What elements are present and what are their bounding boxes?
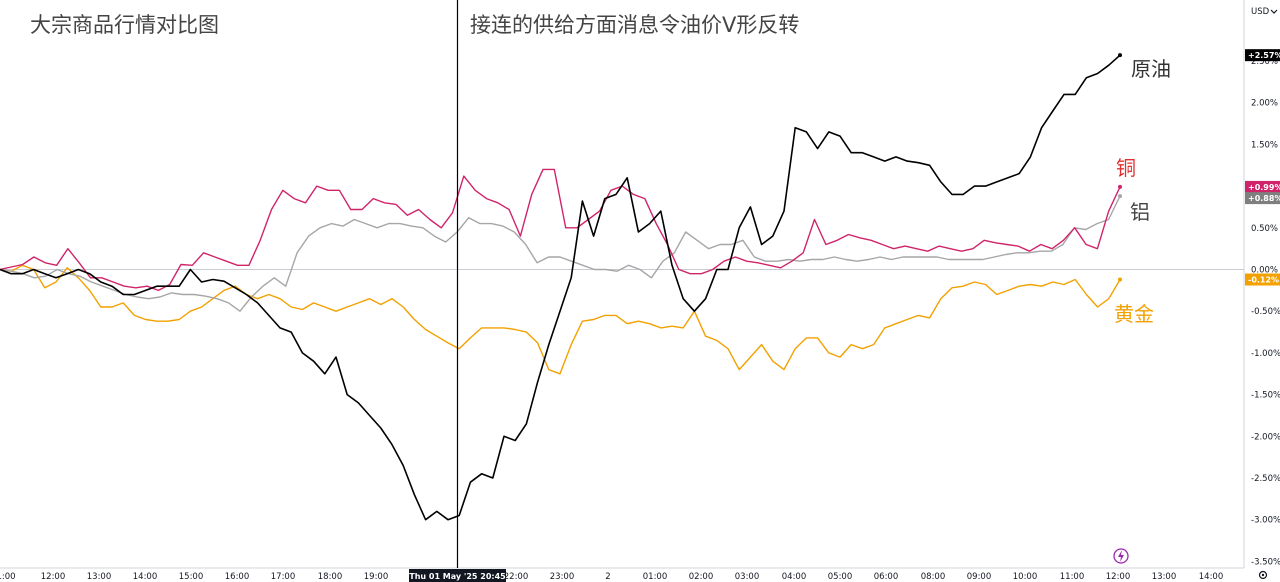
y-tick-label: -3.50% [1251, 557, 1280, 567]
lightning-icon[interactable] [1113, 548, 1129, 564]
x-tick-label: 13:00 [87, 572, 112, 582]
x-tick-label: 03:00 [735, 572, 760, 582]
x-tick-label: 1:00 [0, 572, 16, 582]
y-tick-label: -3.00% [1251, 516, 1280, 526]
x-tick-label: 08:00 [921, 572, 946, 582]
last-value-badge-text: +0.99% [1248, 183, 1280, 192]
series-line-1[interactable] [0, 168, 1121, 292]
last-value-badge-bg [1245, 49, 1280, 62]
y-tick-label: -1.00% [1251, 349, 1280, 359]
last-value-badge-bg [1245, 192, 1280, 205]
x-tick-label: 12:00 [1106, 572, 1131, 582]
series-last-point-2 [1118, 194, 1122, 199]
y-tick-label: -2.00% [1251, 432, 1280, 442]
x-tick-label: 14:00 [133, 572, 158, 582]
x-tick-label: 12:00 [41, 572, 66, 582]
x-tick-label: 10:00 [1013, 572, 1038, 582]
series-label-copper: 铜 [1116, 156, 1136, 180]
series-label-gold: 黄金 [1114, 302, 1154, 326]
y-tick-label: 0.00% [1251, 266, 1278, 276]
x-tick-label: 17:00 [271, 572, 296, 582]
currency-label[interactable]: USD [1251, 7, 1270, 17]
series-layer [0, 53, 1122, 521]
chart-annotation: 接连的供给方面消息令油价V形反转 [470, 13, 799, 37]
series-label-aluminum: 铝 [1130, 200, 1150, 224]
x-tick-label: 23:00 [550, 572, 575, 582]
time-axis[interactable]: 1:00 12:00 13:00 14:00 15:00 16:00 17:00 18:00 1… [0, 572, 1223, 582]
x-tick-label: 18:00 [318, 572, 343, 582]
series-label-crude-oil: 原油 [1131, 57, 1171, 81]
x-tick-label: 02:00 [689, 572, 714, 582]
series-line-0[interactable] [0, 54, 1121, 521]
gear-icon[interactable] [1258, 570, 1268, 580]
last-value-badge-text: +2.57% [1248, 51, 1280, 60]
crosshair-time-label: Thu 01 May '25 20:45 [409, 572, 506, 581]
last-value-badges: +2.57% +0.99% +0.88% -0.12% [1245, 49, 1280, 286]
x-tick-label: 05:00 [828, 572, 853, 582]
series-last-point-0 [1118, 53, 1122, 58]
x-tick-label: 09:00 [967, 572, 992, 582]
series-line-2[interactable] [0, 195, 1121, 312]
x-tick-label: 19:00 [364, 572, 389, 582]
crosshair-time-label-bg [409, 569, 506, 582]
y-tick-label: 2.00% [1251, 99, 1278, 109]
y-tick-label: -2.50% [1251, 474, 1280, 484]
series-line-3[interactable] [0, 264, 1121, 375]
x-tick-label: 04:00 [782, 572, 807, 582]
series-last-point-1 [1118, 184, 1122, 189]
x-tick-label: 13:00 [1152, 572, 1177, 582]
last-value-badge-text: +0.88% [1248, 194, 1280, 203]
x-tick-label: 14:00 [1199, 572, 1224, 582]
last-value-badge-bg [1245, 180, 1280, 193]
y-tick-label: -0.50% [1251, 307, 1280, 317]
price-axis[interactable]: 2.50%2.00%1.50%1.00%0.50%0.00%-0.50%-1.0… [1251, 57, 1280, 567]
last-value-badge-bg [1245, 273, 1280, 286]
x-tick-label: 11:00 [1060, 572, 1085, 582]
x-tick-label: 2 [605, 572, 610, 582]
x-tick-label: 16:00 [225, 572, 250, 582]
y-tick-label: -1.50% [1251, 391, 1280, 401]
last-value-badge-text: -0.12% [1248, 276, 1279, 285]
x-tick-label: 22:00 [504, 572, 529, 582]
series-last-point-3 [1118, 277, 1122, 282]
y-tick-label: 1.50% [1251, 140, 1278, 150]
x-tick-label: 06:00 [874, 572, 899, 582]
chevron-down-icon[interactable] [1270, 9, 1278, 14]
chart-title: 大宗商品行情对比图 [30, 13, 219, 37]
y-tick-label: 0.50% [1251, 224, 1278, 234]
x-tick-label: 15:00 [179, 572, 204, 582]
x-tick-label: 01:00 [643, 572, 668, 582]
y-tick-label: 2.50% [1251, 57, 1278, 67]
